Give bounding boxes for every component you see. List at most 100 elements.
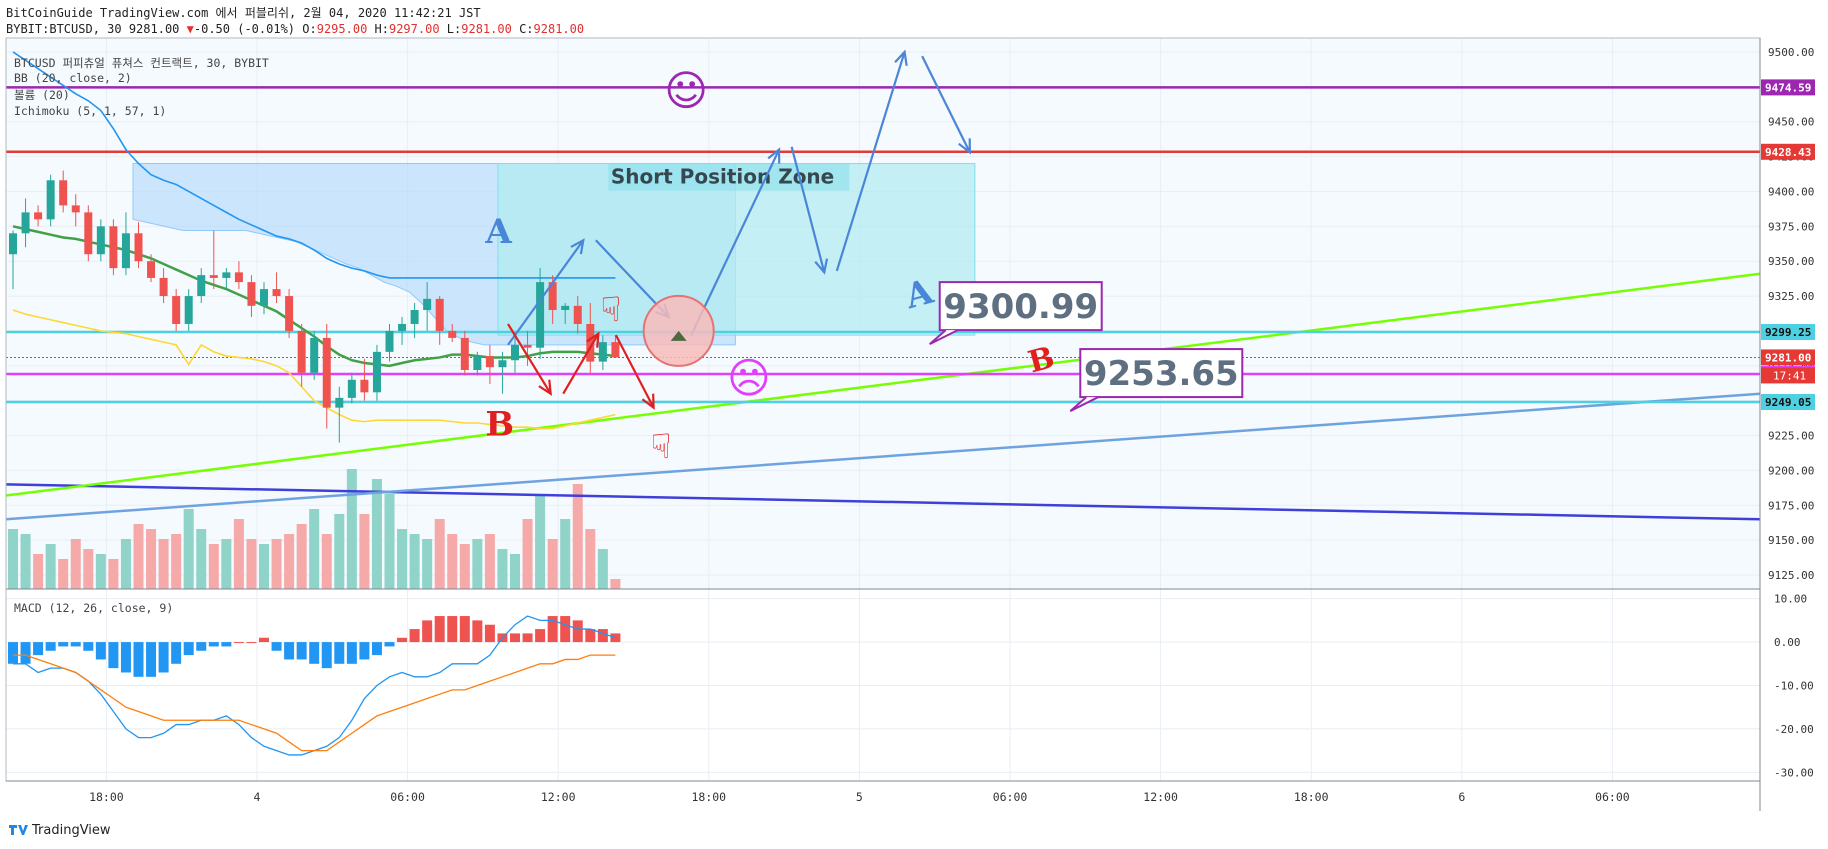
x-tick-label: 06:00 xyxy=(390,790,425,804)
candle-body xyxy=(197,275,206,297)
candle-body xyxy=(398,323,407,331)
tradingview-footer[interactable]: TradingView xyxy=(8,822,111,838)
ohlc-header: BYBIT:BTCUSD, 30 9281.00 ▼-0.50 (-0.01%)… xyxy=(6,22,584,36)
navy-trend-line xyxy=(5,483,1761,521)
volume-bar xyxy=(208,544,219,589)
blue-arrow-up-3-head xyxy=(894,49,908,66)
macd-histogram-bar xyxy=(146,642,157,677)
volume-bar xyxy=(409,534,420,589)
macd-signal-line xyxy=(13,654,616,752)
volume-bar xyxy=(133,524,144,589)
y-tick-label: 9400.00 xyxy=(1768,185,1814,198)
candle-body xyxy=(234,272,243,283)
candle-body xyxy=(96,226,105,255)
candle-body xyxy=(372,351,381,393)
red-arrow-down-2 xyxy=(614,334,655,410)
macd-y-tick-label: -10.00 xyxy=(1774,680,1814,693)
candle-body xyxy=(561,305,570,311)
blue-arrow-up-3-path xyxy=(835,51,906,272)
red-arrow-up-1 xyxy=(562,331,600,395)
macd-histogram-bar xyxy=(484,624,495,643)
volume-bar xyxy=(321,534,332,589)
candle-body xyxy=(473,356,482,370)
volume-bar xyxy=(246,539,257,589)
x-tick-label: 12:00 xyxy=(541,790,576,804)
macd-histogram-bar xyxy=(535,629,546,643)
macd-histogram-bar xyxy=(83,642,94,651)
close-label: C: xyxy=(519,22,534,36)
candle-body xyxy=(184,296,193,324)
macd-histogram-bar xyxy=(196,642,207,651)
red-arrow-down-1-head xyxy=(538,379,552,396)
candle-body xyxy=(84,212,93,255)
volume-bar xyxy=(33,554,44,589)
volume-bar xyxy=(585,529,596,589)
candle-body xyxy=(511,344,519,361)
candle-body xyxy=(548,282,557,311)
volume-bar xyxy=(259,544,269,589)
red-arrow-down-1 xyxy=(507,323,552,396)
y-tick-label: 9450.00 xyxy=(1768,116,1814,129)
last-price: 9281.00 xyxy=(128,22,180,36)
label-b-1: B xyxy=(485,405,514,445)
macd-histogram-bar xyxy=(221,642,232,647)
x-tick-label: 5 xyxy=(856,790,863,804)
x-tick-label: 12:00 xyxy=(1143,790,1178,804)
volume-bar xyxy=(334,514,345,589)
candle-body xyxy=(536,282,545,348)
candle-body xyxy=(247,282,256,306)
volume-bar xyxy=(359,514,370,589)
macd-histogram-bar xyxy=(560,616,571,643)
price-tag xyxy=(1761,79,1815,96)
macd-histogram-bar xyxy=(422,620,433,643)
macd-histogram-bar xyxy=(510,633,520,643)
macd-y-tick-label: -20.00 xyxy=(1774,723,1814,736)
callout-a-box xyxy=(938,281,1103,332)
candle-body xyxy=(121,233,130,269)
volume-bar xyxy=(459,544,470,589)
macd-histogram-bar xyxy=(296,642,307,660)
candle-body xyxy=(347,379,356,398)
legend-bb[interactable]: BB (20, close, 2) xyxy=(14,71,132,85)
candle-body xyxy=(485,356,494,368)
blue-arrow-down-3 xyxy=(921,55,971,155)
candle-body xyxy=(260,289,268,306)
candle-body xyxy=(285,296,294,331)
price-change: -0.50 (-0.01%) xyxy=(193,22,296,36)
candle-body xyxy=(59,180,68,206)
volume-bar xyxy=(547,539,558,589)
volume-bar xyxy=(171,534,182,589)
high-label: H: xyxy=(374,22,389,36)
volume-bar xyxy=(447,534,458,589)
price-tag xyxy=(1761,349,1815,366)
volume-bar xyxy=(422,539,433,589)
hand-down-icon-1: ☟ xyxy=(601,290,622,330)
volume-bar xyxy=(597,549,608,589)
lower-band-line xyxy=(12,309,616,430)
macd-histogram-bar xyxy=(271,642,282,651)
legend-ichimoku[interactable]: Ichimoku (5, 1, 57, 1) xyxy=(14,104,167,118)
price-tag xyxy=(1761,143,1815,160)
macd-y-tick-label: 10.00 xyxy=(1774,593,1807,606)
legend-volume[interactable]: 볼륨 (20) xyxy=(14,88,70,102)
legend-macd[interactable]: MACD (12, 26, close, 9) xyxy=(14,601,174,615)
candle-body xyxy=(209,275,218,278)
blue-arrow-up-2 xyxy=(690,147,781,336)
macd-histogram-bar xyxy=(120,642,131,673)
publish-header: BitCoinGuide TradingView.com 에서 퍼블리쉬, 2월… xyxy=(6,4,481,21)
candle-body xyxy=(410,310,419,324)
blue-arrow-up-1-head xyxy=(570,238,585,255)
price-tag xyxy=(1761,394,1815,411)
candle-body xyxy=(310,337,319,373)
volume-bar xyxy=(484,534,495,589)
price-tag xyxy=(1761,323,1815,340)
macd-histogram-bar xyxy=(284,642,295,660)
macd-histogram-bar xyxy=(371,642,382,656)
candle-body xyxy=(385,330,394,352)
blue-arrow-up-2-head xyxy=(767,147,781,164)
volume-bar xyxy=(8,529,18,589)
macd-histogram-bar xyxy=(447,616,458,643)
legend-title[interactable]: BTCUSD 퍼피츄얼 퓨쳐스 컨트랙트, 30, BYBIT xyxy=(14,56,269,70)
macd-histogram-bar xyxy=(183,642,194,656)
